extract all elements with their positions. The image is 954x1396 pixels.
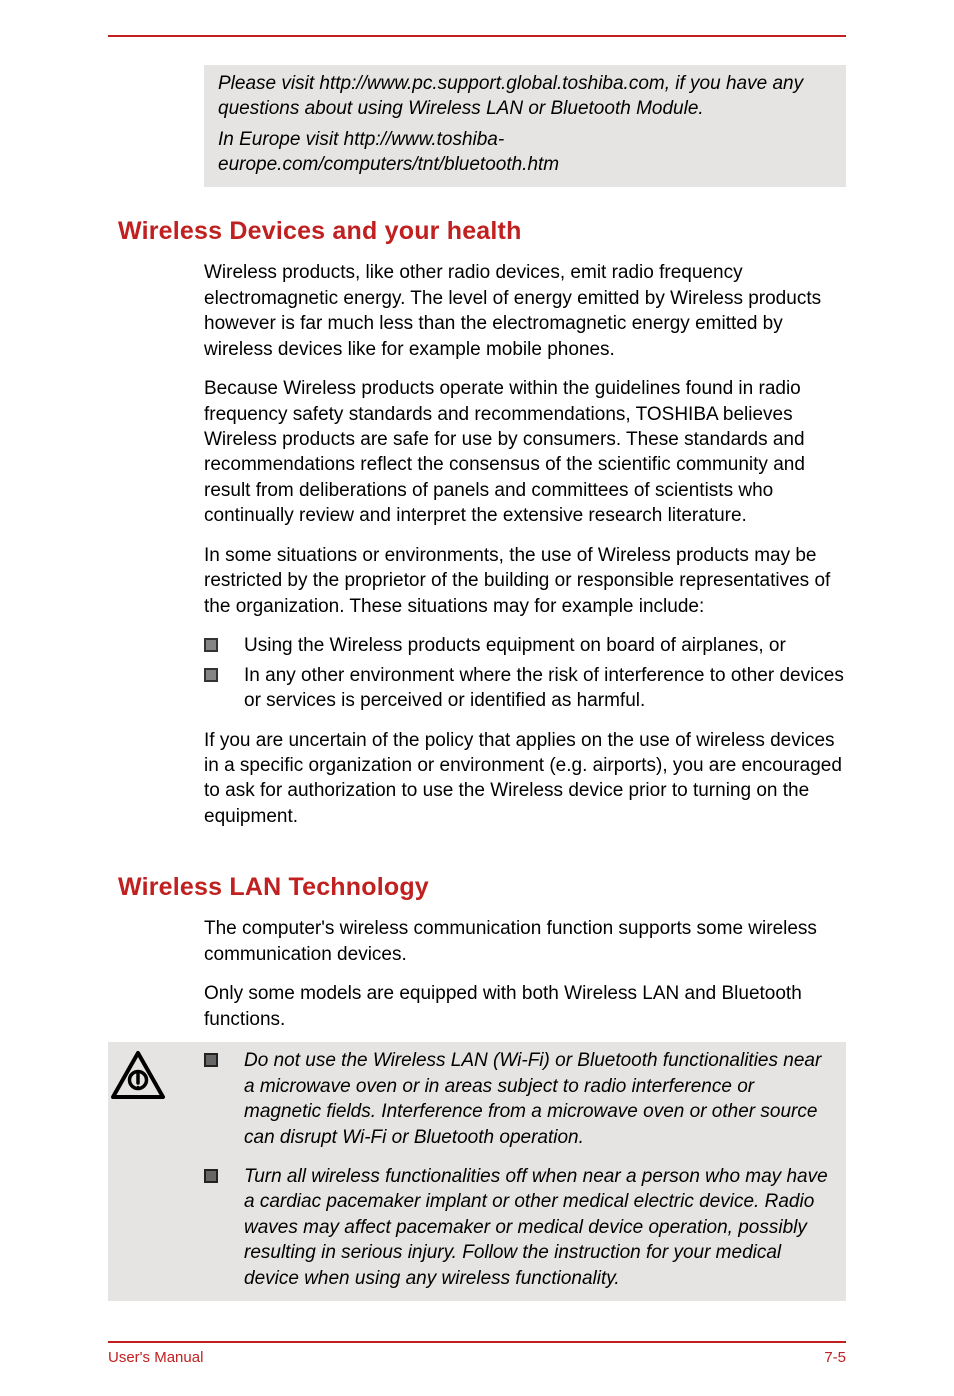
- square-bullet-icon: [204, 638, 218, 652]
- list-item-text: Do not use the Wireless LAN (Wi-Fi) or B…: [244, 1048, 836, 1150]
- note-paragraph-2: In Europe visit http://www.toshiba-europ…: [218, 127, 832, 177]
- paragraph: If you are uncertain of the policy that …: [204, 728, 846, 830]
- warning-content: Do not use the Wireless LAN (Wi-Fi) or B…: [192, 1048, 836, 1291]
- square-bullet-icon: [204, 1169, 218, 1183]
- list-item-text: Using the Wireless products equipment on…: [244, 633, 846, 658]
- paragraph: Because Wireless products operate within…: [204, 376, 846, 529]
- top-horizontal-rule: [108, 35, 846, 37]
- note-paragraph-1: Please visit http://www.pc.support.globa…: [218, 71, 832, 121]
- list-item: Turn all wireless functionalities off wh…: [204, 1164, 836, 1291]
- list-item-text: Turn all wireless functionalities off wh…: [244, 1164, 836, 1291]
- footer-right: 7-5: [824, 1349, 846, 1366]
- list-item-text: In any other environment where the risk …: [244, 663, 846, 714]
- page-footer: User's Manual 7-5: [108, 1301, 846, 1366]
- list-item: Using the Wireless products equipment on…: [204, 633, 846, 658]
- warning-triangle-icon: [110, 1050, 166, 1100]
- square-bullet-icon: [204, 668, 218, 682]
- list-item: In any other environment where the risk …: [204, 663, 846, 714]
- section-body-wireless-health: Wireless products, like other radio devi…: [204, 260, 846, 843]
- bottom-horizontal-rule: [108, 1341, 846, 1343]
- paragraph: Wireless products, like other radio devi…: [204, 260, 846, 362]
- section-body-wireless-lan: The computer's wireless communication fu…: [204, 916, 846, 1038]
- paragraph: Only some models are equipped with both …: [204, 981, 846, 1032]
- footer-row: User's Manual 7-5: [108, 1349, 846, 1366]
- list-item: Do not use the Wireless LAN (Wi-Fi) or B…: [204, 1048, 836, 1150]
- section-heading-wireless-lan: Wireless LAN Technology: [118, 873, 846, 902]
- paragraph: The computer's wireless communication fu…: [204, 916, 846, 967]
- note-box: Please visit http://www.pc.support.globa…: [204, 65, 846, 187]
- warning-block: Do not use the Wireless LAN (Wi-Fi) or B…: [108, 1042, 846, 1301]
- warning-icon-wrap: [110, 1048, 192, 1100]
- section-heading-wireless-health: Wireless Devices and your health: [118, 217, 846, 246]
- document-page: Please visit http://www.pc.support.globa…: [0, 0, 954, 1396]
- paragraph: In some situations or environments, the …: [204, 543, 846, 619]
- square-bullet-icon: [204, 1053, 218, 1067]
- footer-left: User's Manual: [108, 1349, 203, 1366]
